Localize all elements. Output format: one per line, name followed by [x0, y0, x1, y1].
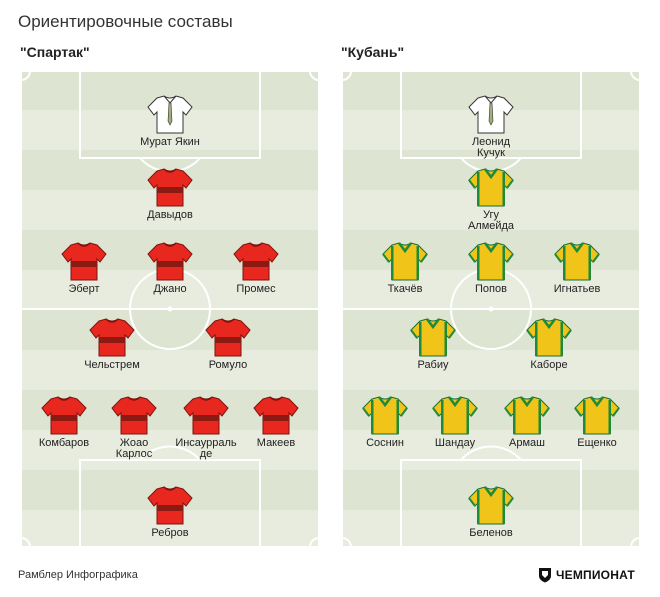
player-shirt-icon [504, 396, 550, 435]
player-card: Армаш [487, 396, 567, 449]
player-card: Давыдов [130, 168, 210, 221]
player-shirt-icon [526, 318, 572, 357]
player-shirt-icon [382, 242, 428, 281]
player-card: Промес [216, 242, 296, 295]
player-card: Комбаров [24, 396, 104, 449]
player-name: Чельстрем [84, 359, 140, 371]
footer-credit: Рамблер Инфографика [18, 569, 138, 581]
brand-logo: ЧЕМПИОНАТ [538, 565, 635, 585]
player-shirt-icon [89, 318, 135, 357]
player-card: Беленов [451, 486, 531, 539]
player-name: Жоао Карлос [115, 437, 153, 460]
player-name: Ребров [151, 527, 189, 539]
player-name: Соснин [366, 437, 404, 449]
player-card: Макеев [236, 396, 316, 449]
coach-name: Мурат Якин [140, 136, 200, 148]
player-card: Игнатьев [537, 242, 617, 295]
player-shirt-icon [111, 396, 157, 435]
coach-card: Леонид Кучук [451, 95, 531, 159]
pitch-markings [20, 70, 320, 548]
player-card: Соснин [345, 396, 425, 449]
player-name: Давыдов [147, 209, 193, 221]
player-shirt-icon [410, 318, 456, 357]
pitch-away: Леонид Кучук Угу Алмейда Ткачёв Попов [341, 70, 641, 548]
player-card: Угу Алмейда [451, 168, 531, 232]
player-card: Ещенко [557, 396, 637, 449]
coach-card: Мурат Якин [130, 95, 210, 148]
player-shirt-icon [233, 242, 279, 281]
player-name: Инсаурраль де [175, 437, 237, 460]
player-card: Шандау [415, 396, 495, 449]
coach-shirt-icon [147, 95, 193, 134]
player-shirt-icon [574, 396, 620, 435]
player-shirt-icon [468, 168, 514, 207]
player-name: Каборе [530, 359, 568, 371]
player-card: Жоао Карлос [94, 396, 174, 460]
player-name: Армаш [509, 437, 545, 449]
player-card: Каборе [509, 318, 589, 371]
player-shirt-icon [147, 242, 193, 281]
player-shirt-icon [432, 396, 478, 435]
player-card: Эберт [44, 242, 124, 295]
player-name: Макеев [256, 437, 296, 449]
player-name: Шандау [434, 437, 476, 449]
player-name: Ещенко [577, 437, 617, 449]
player-shirt-icon [468, 486, 514, 525]
team-name-away: "Кубань" [341, 44, 405, 60]
player-name: Беленов [469, 527, 513, 539]
player-shirt-icon [362, 396, 408, 435]
player-shirt-icon [61, 242, 107, 281]
player-card: Ромуло [188, 318, 268, 371]
player-shirt-icon [147, 168, 193, 207]
coach-name: Леонид Кучук [471, 136, 511, 159]
player-card: Ребров [130, 486, 210, 539]
coach-shirt-icon [468, 95, 514, 134]
player-name: Ромуло [208, 359, 248, 371]
player-shirt-icon [205, 318, 251, 357]
player-card: Ткачёв [365, 242, 445, 295]
page-title: Ориентировочные составы [18, 12, 233, 31]
player-name: Угу Алмейда [467, 209, 515, 232]
pitch-home: Мурат Якин Давыдов Эберт Джано Промес Че… [20, 70, 320, 548]
player-shirt-icon [147, 486, 193, 525]
player-card: Чельстрем [72, 318, 152, 371]
player-shirt-icon [468, 242, 514, 281]
team-name-home: "Спартак" [20, 44, 90, 60]
player-name: Промес [236, 283, 276, 295]
player-card: Рабиу [393, 318, 473, 371]
brand-logo-icon [539, 568, 551, 583]
player-card: Попов [451, 242, 531, 295]
player-name: Попов [475, 283, 507, 295]
player-name: Ткачёв [387, 283, 423, 295]
player-name: Комбаров [38, 437, 90, 449]
player-shirt-icon [554, 242, 600, 281]
player-shirt-icon [183, 396, 229, 435]
player-name: Игнатьев [553, 283, 601, 295]
player-shirt-icon [253, 396, 299, 435]
player-shirt-icon [41, 396, 87, 435]
brand-name: ЧЕМПИОНАТ [556, 568, 635, 582]
player-card: Инсаурраль де [166, 396, 246, 460]
player-name: Джано [153, 283, 187, 295]
player-card: Джано [130, 242, 210, 295]
player-name: Эберт [68, 283, 100, 295]
player-name: Рабиу [417, 359, 449, 371]
pitch-markings [341, 70, 641, 548]
